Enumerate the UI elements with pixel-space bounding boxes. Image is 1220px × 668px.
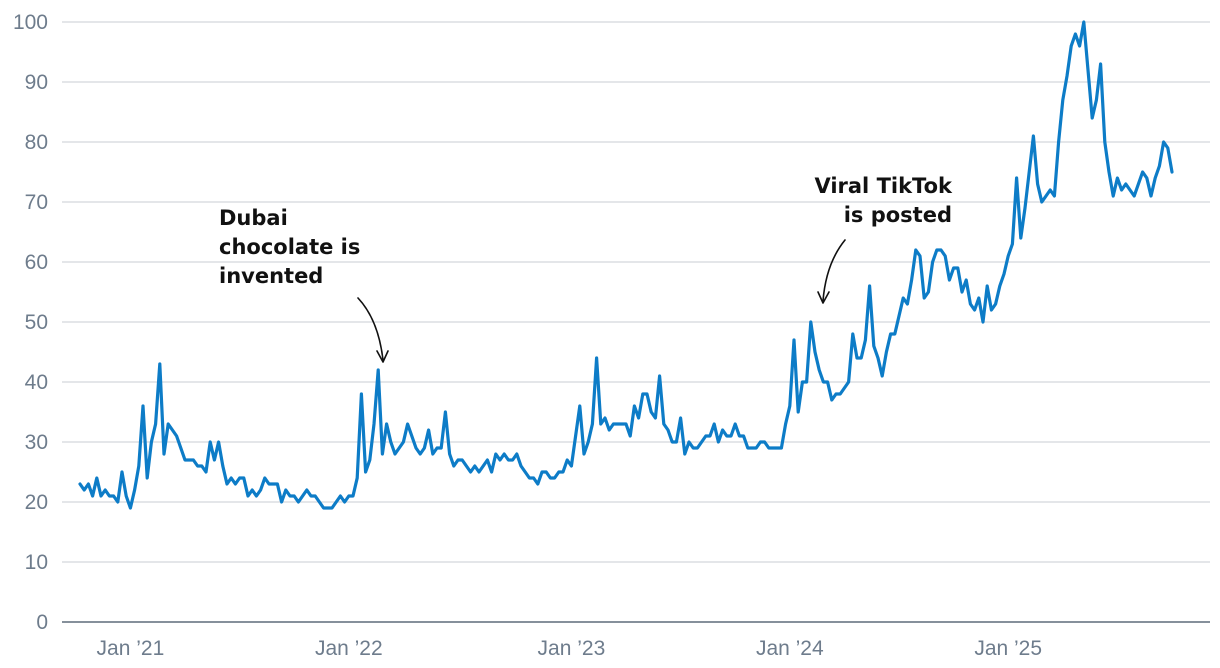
x-axis-ticks: Jan ’21 Jan ’22 Jan ’23 Jan ’24 Jan ’25 xyxy=(97,637,1043,660)
y-tick-label-0: 0 xyxy=(36,611,48,634)
y-tick-label-60: 60 xyxy=(25,251,48,274)
x-tick-label-2: Jan ’23 xyxy=(538,637,606,660)
series-layer xyxy=(78,20,1174,510)
annotation-tiktok-arrow xyxy=(822,239,846,302)
y-tick-label-20: 20 xyxy=(25,491,48,514)
series-line-0 xyxy=(78,20,1174,510)
y-tick-label-90: 90 xyxy=(25,71,48,94)
annotation-dubai-line-2: chocolate is xyxy=(219,235,360,259)
annotation-tiktok-arrowhead xyxy=(817,291,830,304)
annotation-dubai-arrowhead xyxy=(376,350,389,363)
y-tick-label-30: 30 xyxy=(25,431,48,454)
x-tick-label-4: Jan ’25 xyxy=(974,637,1042,660)
annotation-dubai-line-1: Dubai xyxy=(219,206,288,230)
annotation-tiktok-line-2: is posted xyxy=(844,203,952,227)
annotation-dubai-chocolate: Dubai chocolate is invented xyxy=(219,206,389,363)
annotation-dubai-arrow xyxy=(357,297,384,361)
gridlines xyxy=(62,21,1210,623)
annotation-tiktok-line-1: Viral TikTok xyxy=(814,174,953,198)
y-tick-label-40: 40 xyxy=(25,371,48,394)
annotation-dubai-line-3: invented xyxy=(219,264,323,288)
y-tick-label-100: 100 xyxy=(13,11,48,34)
x-tick-label-3: Jan ’24 xyxy=(756,637,824,660)
annotation-viral-tiktok: Viral TikTok is posted xyxy=(814,174,953,304)
y-tick-label-50: 50 xyxy=(25,311,48,334)
x-tick-label-1: Jan ’22 xyxy=(315,637,383,660)
y-tick-label-70: 70 xyxy=(25,191,48,214)
x-tick-label-0: Jan ’21 xyxy=(97,637,165,660)
y-axis-ticks: 0 10 20 30 40 50 60 70 80 90 100 xyxy=(13,11,48,634)
y-tick-label-10: 10 xyxy=(25,551,48,574)
y-tick-label-80: 80 xyxy=(25,131,48,154)
